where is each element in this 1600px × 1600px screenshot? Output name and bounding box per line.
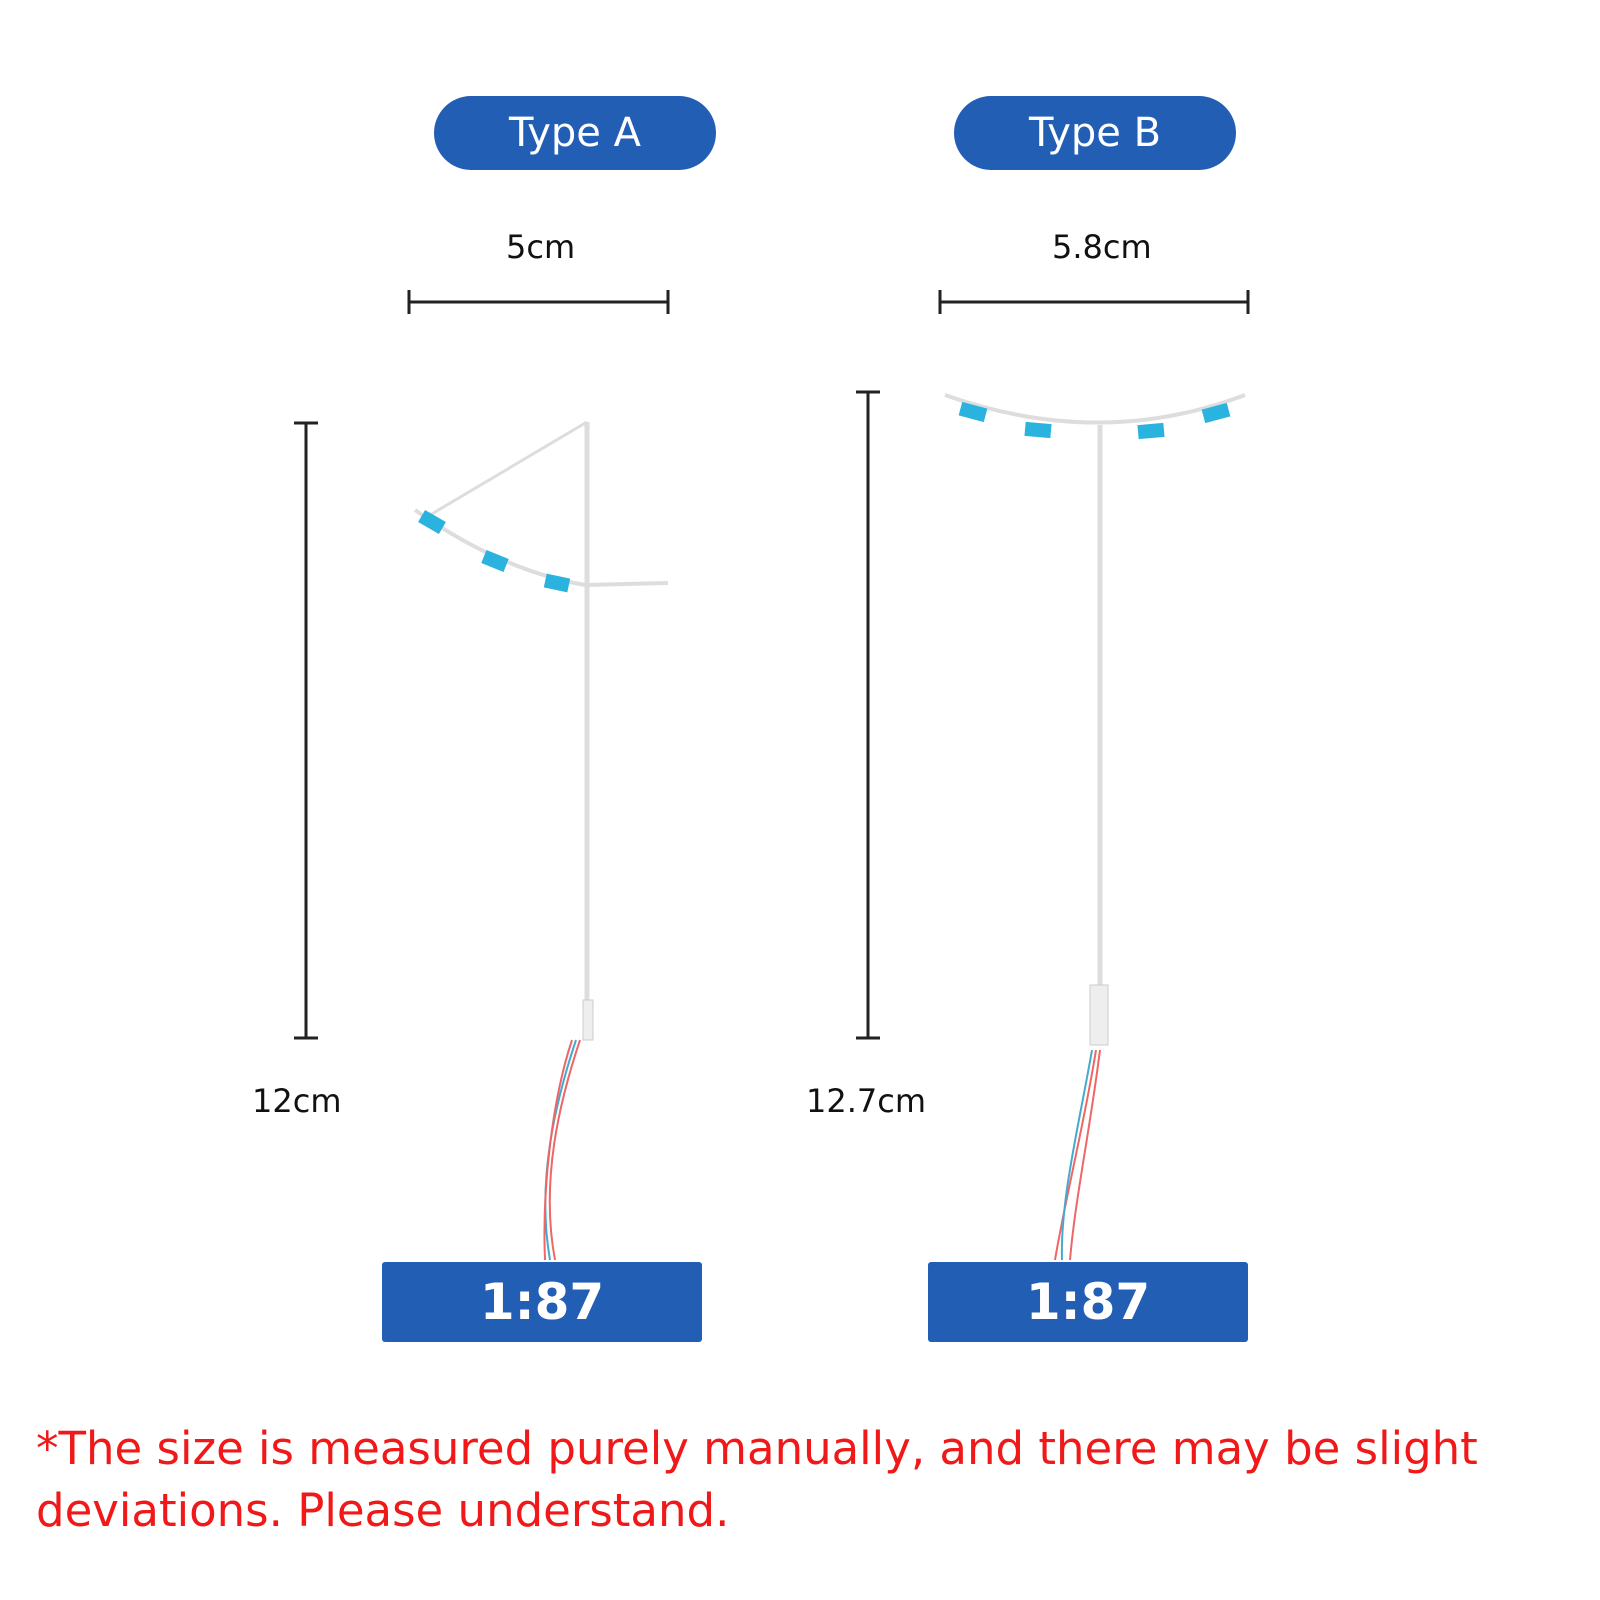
type-a-lamp-image [413, 420, 669, 1261]
type-b-height-label: 12.7cm [806, 1082, 927, 1120]
type-a-height-line [294, 421, 318, 1040]
type-b-width-label: 5.8cm [1052, 228, 1152, 266]
type-a-height-label: 12cm [252, 1082, 342, 1120]
type-b-badge: Type B [954, 96, 1236, 170]
type-b-scale-badge: 1:87 [928, 1262, 1248, 1342]
type-a-scale-badge: 1:87 [382, 1262, 702, 1342]
type-b-height-line [856, 390, 880, 1040]
type-a-width-label: 5cm [506, 228, 576, 266]
type-a-width-line [407, 290, 670, 314]
measurement-disclaimer: *The size is measured purely manually, a… [36, 1422, 1478, 1537]
type-b-lamp-image [944, 393, 1246, 1261]
type-a-badge: Type A [434, 96, 716, 170]
type-b-width-line [938, 290, 1250, 314]
dimension-lines [294, 290, 1250, 1040]
